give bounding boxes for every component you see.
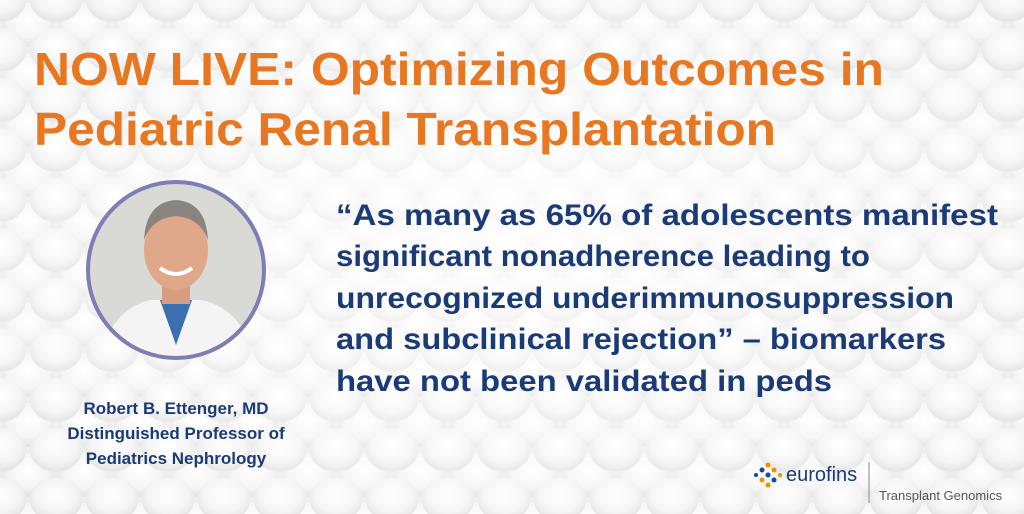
title-line: NOW LIVE: Optimizing Outcomes in [34, 43, 884, 95]
speaker-name: Robert B. Ettenger, MD [83, 399, 268, 418]
quote-line: “As many as 65% of adolescents manifest [336, 199, 998, 232]
quote-line: unrecognized underimmunosuppression [336, 282, 954, 315]
logo-division: Transplant Genomics [879, 488, 1003, 503]
quote-line: have not been validated in peds [336, 365, 832, 398]
speaker-role: Pediatrics Nephrology [86, 449, 267, 468]
quote-line: and subclinical rejection” – biomarkers [336, 323, 946, 356]
speaker-role: Distinguished Professor of [67, 424, 285, 443]
speaker-photo [86, 180, 266, 360]
logo-mark [754, 462, 782, 488]
title-line: Pediatric Renal Transplantation [34, 103, 776, 155]
quote-line: significant nonadherence leading to [336, 240, 870, 273]
logo-brand: eurofins [786, 464, 857, 486]
